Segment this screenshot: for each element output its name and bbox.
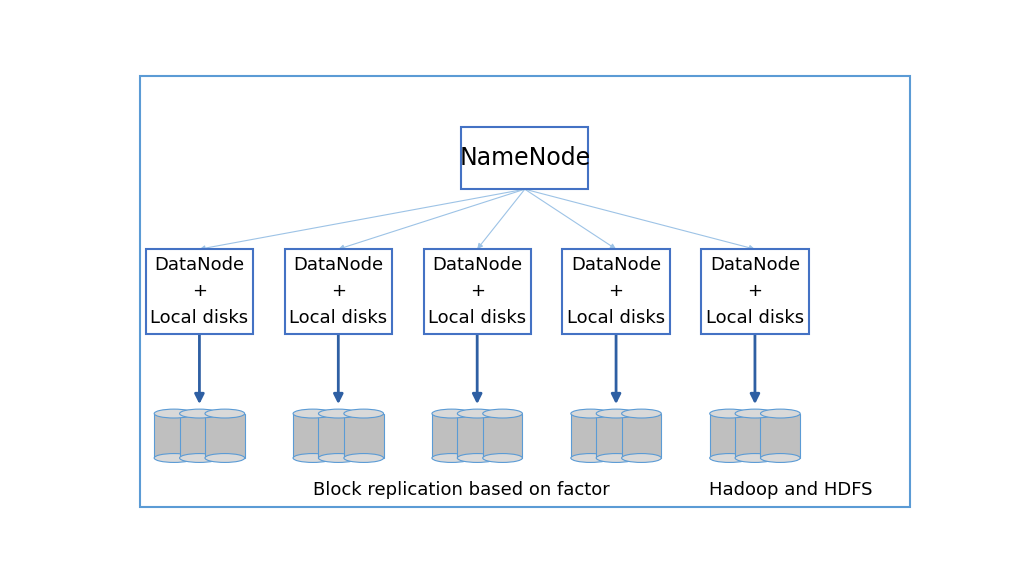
- Ellipse shape: [432, 409, 472, 418]
- Ellipse shape: [205, 454, 245, 462]
- Ellipse shape: [622, 454, 662, 462]
- Ellipse shape: [570, 409, 610, 418]
- Bar: [562, 249, 670, 334]
- Ellipse shape: [318, 409, 358, 418]
- Bar: [461, 127, 588, 189]
- Bar: [570, 414, 610, 458]
- Ellipse shape: [179, 454, 219, 462]
- Text: DataNode
+
Local disks: DataNode + Local disks: [289, 256, 387, 327]
- Bar: [482, 414, 522, 458]
- Bar: [710, 414, 750, 458]
- Bar: [424, 249, 530, 334]
- Text: Block replication based on factor: Block replication based on factor: [313, 481, 609, 500]
- Ellipse shape: [482, 454, 522, 462]
- Text: DataNode
+
Local disks: DataNode + Local disks: [706, 256, 804, 327]
- Text: NameNode: NameNode: [459, 146, 591, 170]
- Bar: [622, 414, 662, 458]
- Ellipse shape: [570, 454, 610, 462]
- Bar: [458, 414, 497, 458]
- Text: DataNode
+
Local disks: DataNode + Local disks: [151, 256, 249, 327]
- Text: Hadoop and HDFS: Hadoop and HDFS: [709, 481, 872, 500]
- Bar: [761, 414, 800, 458]
- Ellipse shape: [596, 454, 636, 462]
- Bar: [205, 414, 245, 458]
- Ellipse shape: [458, 454, 497, 462]
- Ellipse shape: [761, 409, 800, 418]
- Ellipse shape: [155, 409, 194, 418]
- Ellipse shape: [432, 454, 472, 462]
- Bar: [701, 249, 809, 334]
- Ellipse shape: [596, 409, 636, 418]
- Bar: [285, 249, 392, 334]
- Ellipse shape: [458, 409, 497, 418]
- Bar: [735, 414, 775, 458]
- Ellipse shape: [735, 409, 775, 418]
- Bar: [145, 249, 253, 334]
- Bar: [293, 414, 333, 458]
- Bar: [432, 414, 472, 458]
- Ellipse shape: [155, 454, 194, 462]
- Bar: [179, 414, 219, 458]
- Text: DataNode
+
Local disks: DataNode + Local disks: [428, 256, 526, 327]
- Bar: [318, 414, 358, 458]
- Bar: [596, 414, 636, 458]
- Ellipse shape: [482, 409, 522, 418]
- Ellipse shape: [293, 454, 333, 462]
- Bar: [155, 414, 194, 458]
- Ellipse shape: [735, 454, 775, 462]
- Ellipse shape: [344, 454, 384, 462]
- Ellipse shape: [318, 454, 358, 462]
- Ellipse shape: [622, 409, 662, 418]
- Ellipse shape: [205, 409, 245, 418]
- Ellipse shape: [710, 409, 750, 418]
- Ellipse shape: [761, 454, 800, 462]
- Bar: [344, 414, 384, 458]
- Ellipse shape: [293, 409, 333, 418]
- Ellipse shape: [179, 409, 219, 418]
- Ellipse shape: [710, 454, 750, 462]
- Text: DataNode
+
Local disks: DataNode + Local disks: [567, 256, 666, 327]
- Ellipse shape: [344, 409, 384, 418]
